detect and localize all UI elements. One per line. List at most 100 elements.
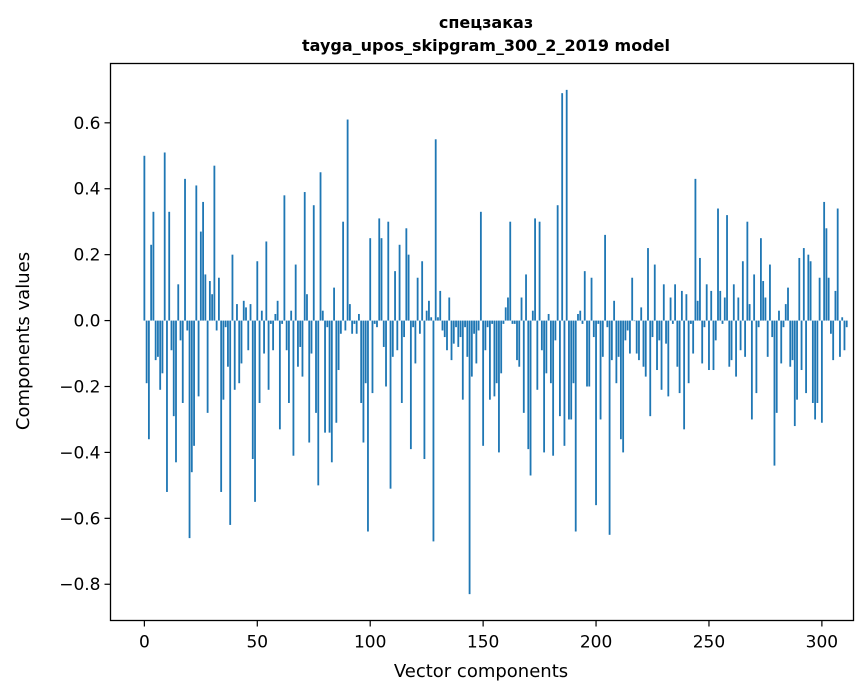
bar-component-121 bbox=[416, 277, 419, 321]
bar-component-93 bbox=[353, 320, 356, 324]
bar-component-240 bbox=[685, 294, 688, 321]
bar-component-230 bbox=[662, 284, 665, 321]
y-tick-label: −0.8 bbox=[59, 575, 100, 595]
bar-component-1 bbox=[145, 320, 148, 384]
bar-component-167 bbox=[520, 297, 523, 321]
bar-component-14 bbox=[175, 320, 177, 463]
bar-component-270 bbox=[753, 274, 756, 321]
y-tick-label: 0.4 bbox=[73, 180, 100, 200]
bar-component-77 bbox=[317, 320, 320, 486]
bar-component-78 bbox=[319, 172, 322, 321]
bar-component-11 bbox=[168, 211, 171, 321]
bar-component-67 bbox=[294, 264, 297, 321]
bar-component-29 bbox=[208, 281, 211, 321]
bar-component-2 bbox=[147, 320, 150, 440]
bar-component-115 bbox=[403, 320, 405, 338]
bar-component-237 bbox=[678, 320, 681, 394]
bar-component-185 bbox=[561, 93, 564, 321]
plot-frame bbox=[109, 62, 855, 622]
bar-component-143 bbox=[466, 320, 469, 357]
x-tick-label: 250 bbox=[693, 633, 725, 653]
bar-series bbox=[143, 89, 848, 595]
bar-component-194 bbox=[581, 320, 584, 324]
bar-component-137 bbox=[452, 320, 455, 344]
bar-component-56 bbox=[269, 320, 272, 324]
bar-component-191 bbox=[574, 320, 577, 532]
bar-component-229 bbox=[660, 320, 663, 390]
bar-component-232 bbox=[667, 320, 670, 397]
bar-component-248 bbox=[703, 320, 706, 328]
bar-component-223 bbox=[647, 248, 649, 321]
x-tick-label: 0 bbox=[139, 633, 150, 653]
bar-component-222 bbox=[644, 320, 647, 377]
bar-component-120 bbox=[414, 320, 417, 364]
bar-component-17 bbox=[181, 320, 184, 403]
bar-component-306 bbox=[834, 290, 837, 321]
bar-component-4 bbox=[152, 211, 155, 321]
bar-component-107 bbox=[385, 320, 387, 387]
bar-component-277 bbox=[769, 264, 771, 321]
bar-component-174 bbox=[536, 320, 539, 390]
bar-component-155 bbox=[493, 320, 496, 397]
bar-component-284 bbox=[784, 304, 787, 321]
bar-component-217 bbox=[633, 320, 636, 322]
bar-component-59 bbox=[276, 300, 279, 321]
bar-component-198 bbox=[590, 277, 593, 321]
bar-component-79 bbox=[321, 310, 324, 321]
bar-component-50 bbox=[256, 261, 259, 321]
y-axis-ticks: −0.8 −0.6 −0.4 −0.2 0.0 0.2 0.4 0.6 bbox=[59, 114, 111, 595]
bar-component-186 bbox=[563, 320, 566, 446]
bar-component-261 bbox=[732, 284, 735, 321]
bar-component-36 bbox=[224, 320, 227, 328]
bar-component-124 bbox=[423, 320, 426, 460]
bar-component-83 bbox=[330, 320, 333, 463]
x-tick-label: 50 bbox=[246, 633, 268, 653]
bar-component-303 bbox=[827, 277, 830, 321]
bar-component-25 bbox=[199, 231, 202, 321]
bar-component-296 bbox=[811, 320, 814, 403]
bar-component-310 bbox=[843, 320, 846, 351]
bar-component-136 bbox=[450, 320, 453, 361]
bar-component-60 bbox=[278, 320, 281, 430]
bar-component-64 bbox=[288, 320, 290, 403]
bar-component-187 bbox=[565, 89, 568, 321]
bar-component-203 bbox=[601, 320, 604, 357]
bar-component-35 bbox=[222, 320, 225, 400]
bar-component-91 bbox=[348, 304, 351, 321]
bar-component-51 bbox=[258, 320, 261, 403]
bar-component-96 bbox=[360, 320, 363, 403]
bar-component-242 bbox=[689, 320, 692, 324]
bar-component-6 bbox=[157, 320, 159, 357]
bar-component-58 bbox=[274, 313, 277, 321]
bar-component-57 bbox=[272, 320, 275, 351]
bar-component-47 bbox=[249, 304, 252, 321]
bar-component-266 bbox=[744, 320, 747, 357]
bar-component-269 bbox=[750, 320, 753, 420]
bar-component-74 bbox=[310, 320, 313, 354]
bar-component-68 bbox=[297, 320, 299, 367]
bar-component-158 bbox=[500, 320, 503, 374]
bar-component-146 bbox=[473, 320, 475, 334]
bar-component-75 bbox=[312, 205, 315, 321]
bar-component-239 bbox=[683, 320, 686, 430]
bar-component-8 bbox=[161, 320, 164, 374]
bar-component-289 bbox=[796, 320, 798, 400]
bar-component-63 bbox=[285, 320, 288, 351]
bar-component-278 bbox=[771, 320, 774, 338]
bar-component-305 bbox=[832, 320, 835, 361]
bar-component-92 bbox=[351, 320, 354, 334]
bar-component-172 bbox=[531, 310, 534, 321]
bar-component-281 bbox=[778, 310, 780, 321]
y-tick-label: −0.4 bbox=[59, 443, 100, 463]
bar-component-202 bbox=[599, 320, 602, 420]
bar-component-19 bbox=[186, 320, 189, 331]
bar-component-61 bbox=[281, 320, 284, 324]
bar-component-219 bbox=[638, 320, 640, 361]
bar-component-228 bbox=[658, 320, 661, 341]
bar-component-122 bbox=[418, 320, 421, 334]
bar-component-140 bbox=[459, 320, 462, 338]
bar-component-163 bbox=[511, 320, 514, 324]
bar-component-89 bbox=[344, 320, 347, 331]
bar-component-55 bbox=[267, 320, 270, 390]
bar-component-304 bbox=[830, 320, 832, 334]
